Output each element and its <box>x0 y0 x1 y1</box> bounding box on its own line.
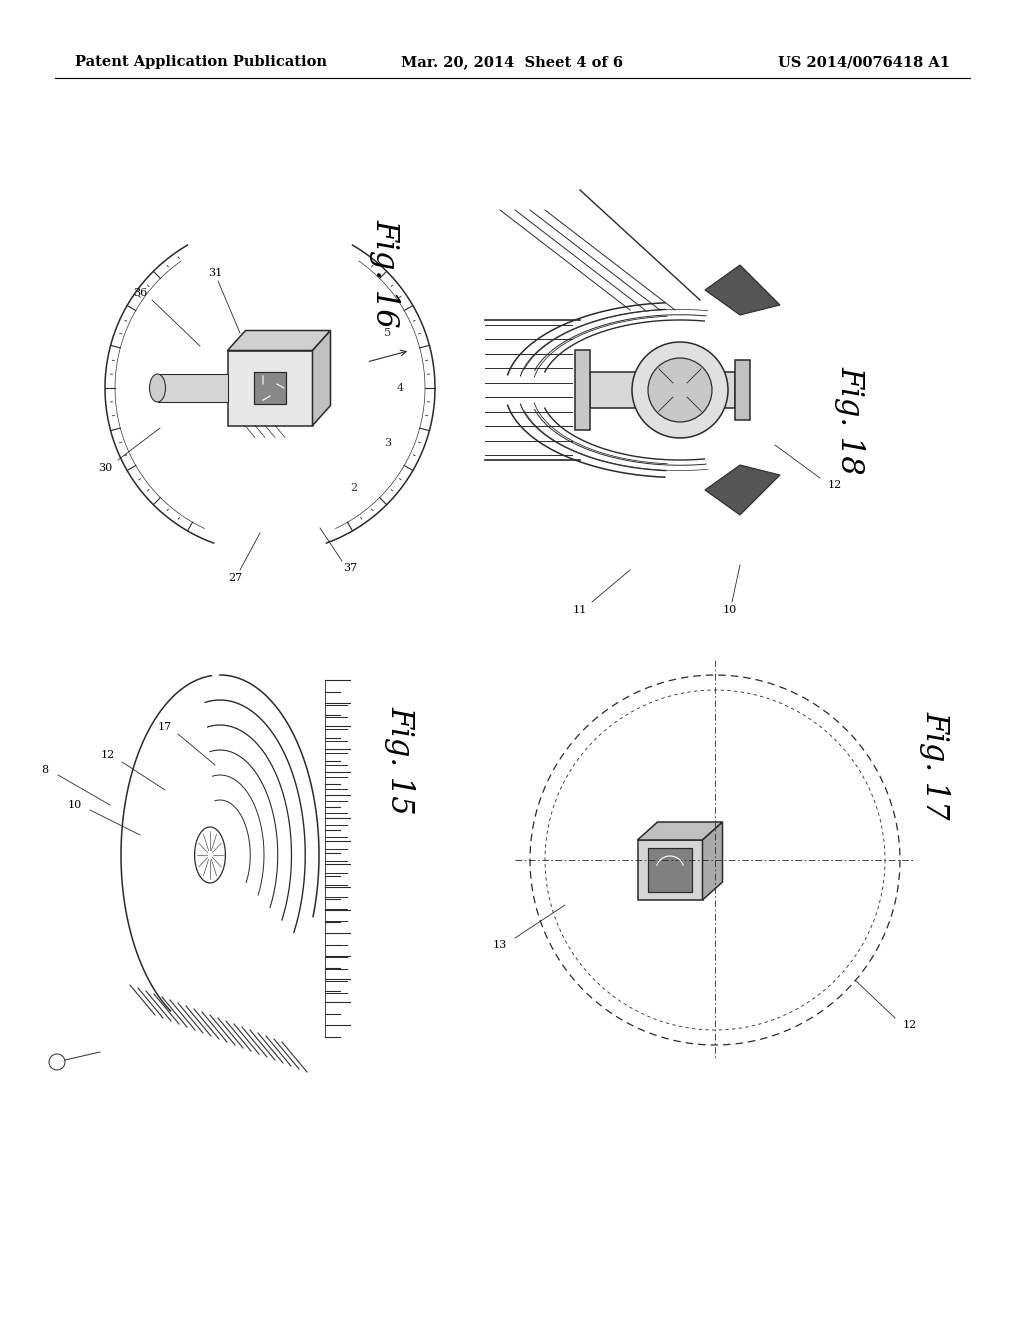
Text: 2: 2 <box>350 483 357 492</box>
Text: 11: 11 <box>572 605 587 615</box>
Polygon shape <box>638 840 702 900</box>
Text: 5: 5 <box>384 329 391 338</box>
Text: 8: 8 <box>41 766 48 775</box>
Text: 13: 13 <box>493 940 507 950</box>
Text: 37: 37 <box>343 564 357 573</box>
Text: 36: 36 <box>133 288 147 298</box>
Text: 12: 12 <box>827 480 842 490</box>
Polygon shape <box>590 372 735 408</box>
Polygon shape <box>254 372 286 404</box>
Polygon shape <box>735 360 750 420</box>
Polygon shape <box>227 351 312 425</box>
Text: 17: 17 <box>158 722 172 733</box>
Polygon shape <box>575 350 590 430</box>
Text: 12: 12 <box>903 1020 918 1030</box>
Text: Fig. 16: Fig. 16 <box>370 219 400 327</box>
Polygon shape <box>648 847 692 892</box>
Polygon shape <box>158 374 227 403</box>
Text: Mar. 20, 2014  Sheet 4 of 6: Mar. 20, 2014 Sheet 4 of 6 <box>401 55 623 69</box>
Text: 31: 31 <box>208 268 222 279</box>
Polygon shape <box>227 330 331 351</box>
Text: 4: 4 <box>396 383 403 393</box>
Text: Fig. 18: Fig. 18 <box>835 366 865 474</box>
Text: US 2014/0076418 A1: US 2014/0076418 A1 <box>778 55 950 69</box>
Text: 10: 10 <box>723 605 737 615</box>
Text: 12: 12 <box>101 750 115 760</box>
Text: 3: 3 <box>384 438 391 447</box>
Polygon shape <box>705 465 780 515</box>
Text: Fig. 15: Fig. 15 <box>384 706 416 814</box>
Polygon shape <box>705 265 780 315</box>
Polygon shape <box>638 822 723 840</box>
Ellipse shape <box>150 374 166 403</box>
Text: 30: 30 <box>98 463 112 473</box>
Text: 10: 10 <box>68 800 82 810</box>
Circle shape <box>632 342 728 438</box>
Text: Patent Application Publication: Patent Application Publication <box>75 55 327 69</box>
Polygon shape <box>312 330 331 425</box>
Text: 27: 27 <box>228 573 242 583</box>
Polygon shape <box>702 822 723 900</box>
Circle shape <box>648 358 712 422</box>
Text: Fig. 17: Fig. 17 <box>920 710 950 820</box>
